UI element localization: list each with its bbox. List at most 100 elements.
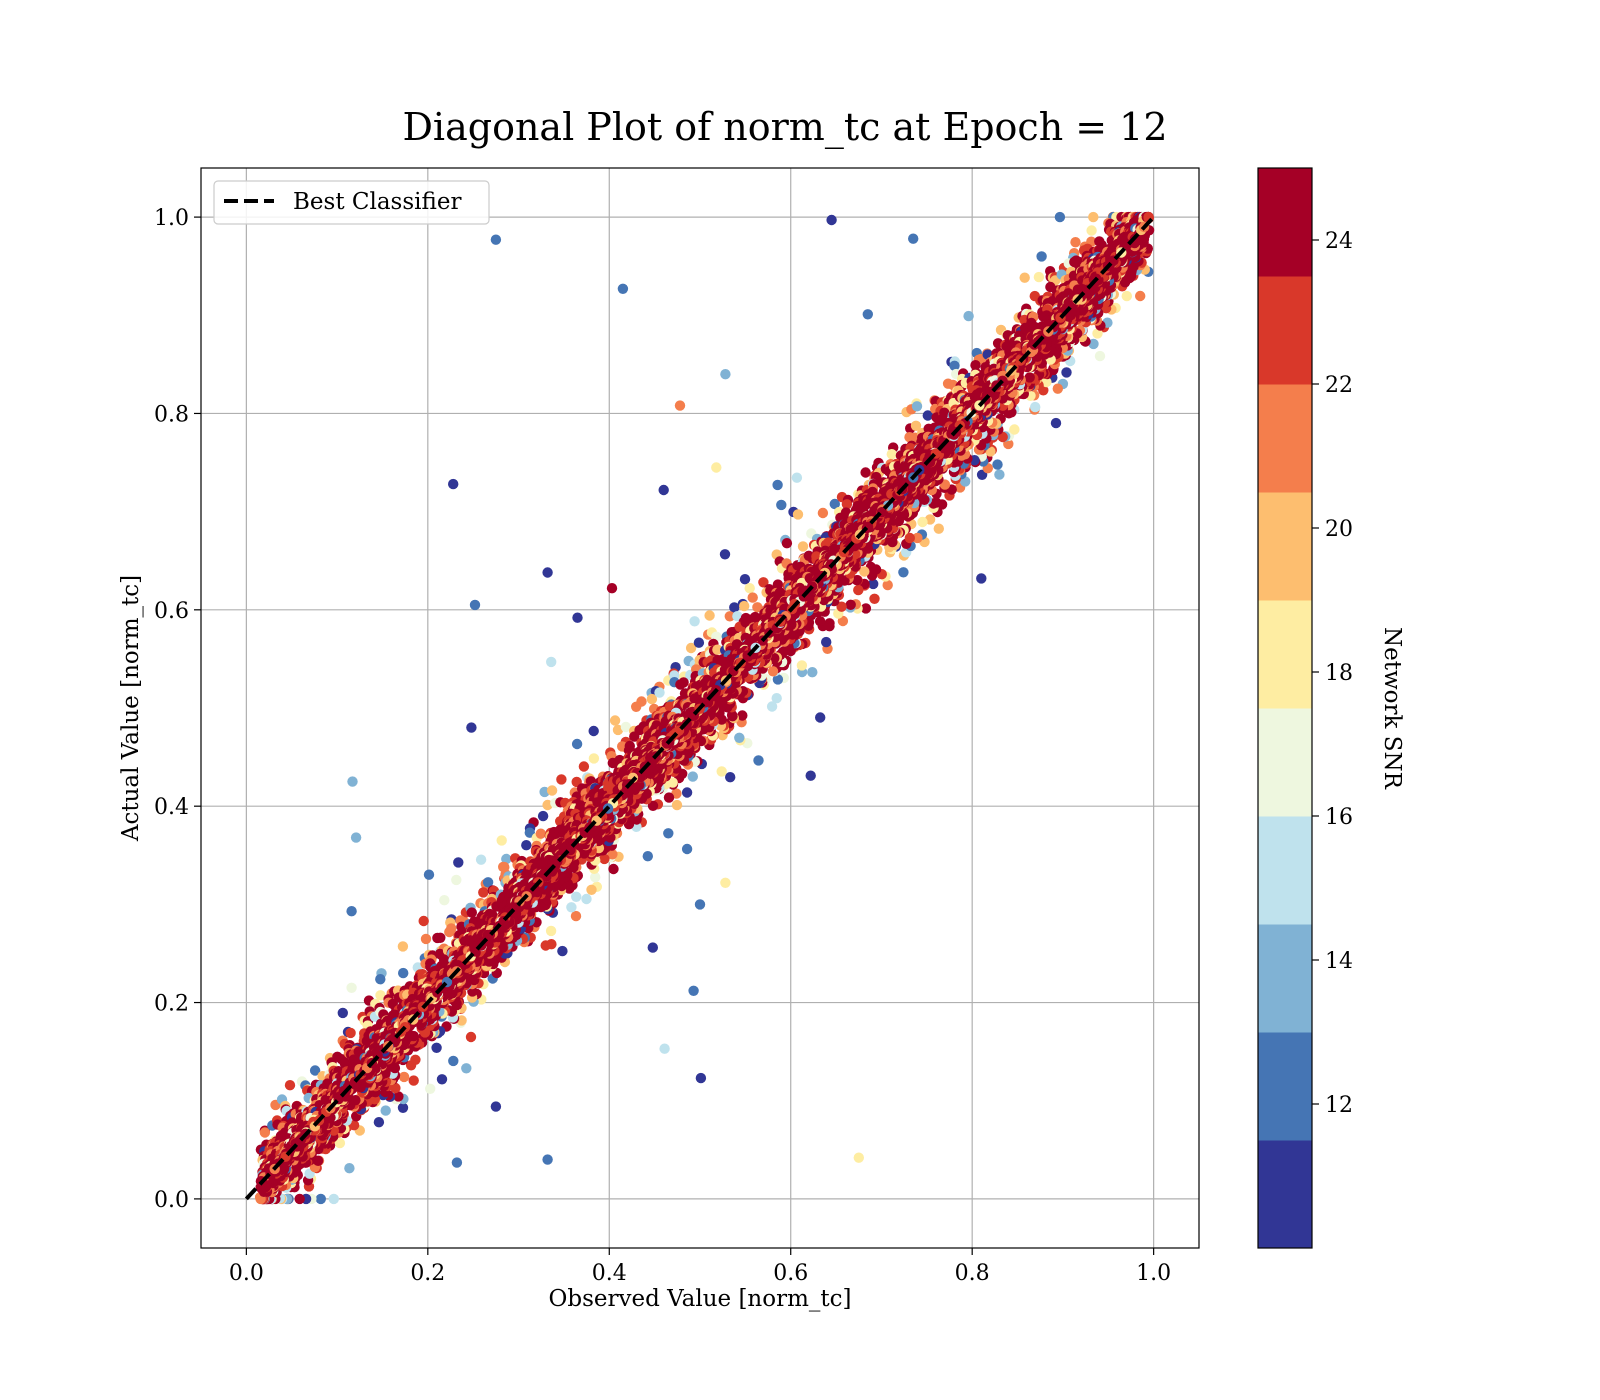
scatter-point <box>380 1105 391 1116</box>
scatter-point <box>425 1083 436 1095</box>
scatter-point <box>851 575 863 586</box>
scatter-point <box>1030 401 1041 413</box>
scatter-point <box>1036 251 1047 262</box>
scatter-point <box>829 498 840 510</box>
scatter-point <box>845 599 856 610</box>
scatter-point <box>451 1157 463 1168</box>
scatter-point <box>674 400 686 411</box>
scatter-point <box>805 770 816 781</box>
scatter-point <box>546 785 558 796</box>
scatter-point <box>453 857 464 868</box>
scatter-point <box>737 710 748 721</box>
scatter-point <box>739 574 751 585</box>
scatter-point <box>294 1193 305 1205</box>
scatter-point <box>695 1072 707 1084</box>
scatter-point <box>747 592 758 603</box>
scatter-point <box>654 687 665 698</box>
scatter-point <box>796 660 808 671</box>
scatter-point <box>917 516 928 528</box>
scatter-point <box>963 310 974 322</box>
scatter-point <box>970 360 981 371</box>
scatter-point <box>540 940 551 951</box>
scatter-point <box>586 884 597 895</box>
scatter-point <box>976 573 987 584</box>
scatter-point <box>646 693 658 705</box>
scatter-point <box>689 616 700 627</box>
scatter-point <box>636 696 647 707</box>
scatter-point <box>451 874 462 886</box>
scatter-point <box>826 214 837 226</box>
scatter-point <box>1019 272 1030 283</box>
scatter-point <box>566 902 577 913</box>
scatter-point <box>992 459 1003 470</box>
scatter-point <box>719 549 731 560</box>
scatter-point <box>482 877 494 888</box>
scatter-point <box>535 828 546 839</box>
scatter-point <box>1088 338 1099 350</box>
scatter-point <box>904 532 915 544</box>
scatter-point <box>853 584 864 596</box>
scatter-point <box>410 1054 421 1066</box>
scatter-point <box>315 1193 326 1205</box>
scatter-point <box>841 499 853 510</box>
scatter-point <box>767 666 779 677</box>
scatter-point <box>373 1117 385 1128</box>
scatter-point <box>448 478 459 490</box>
scatter-point <box>1121 290 1133 302</box>
scatter-point <box>814 616 826 627</box>
scatter-point <box>949 360 960 371</box>
scatter-point <box>687 771 698 782</box>
scatter-point <box>542 1154 553 1165</box>
scatter-point <box>606 583 618 594</box>
scatter-point <box>815 712 826 723</box>
scatter-point <box>475 854 487 865</box>
scatter-point <box>408 1075 419 1086</box>
scatter-point <box>1135 290 1146 302</box>
scatter-point <box>853 1152 864 1163</box>
scatter-point <box>344 1163 355 1174</box>
scatter-point <box>1054 211 1066 223</box>
scatter-point <box>647 942 658 953</box>
scatter-point <box>860 603 872 614</box>
scatter-point <box>501 853 512 865</box>
scatter-point <box>629 731 640 742</box>
scatter-point <box>771 693 782 704</box>
scatter-point <box>448 1055 459 1067</box>
scatter-point <box>994 469 1005 480</box>
scatter-point <box>704 610 715 621</box>
scatter-point <box>546 656 557 668</box>
scatter-point <box>734 732 745 743</box>
scatter-point <box>284 1080 296 1091</box>
scatter-point <box>792 509 804 520</box>
scatter-point <box>681 843 693 855</box>
scatter-point <box>521 840 532 851</box>
scatter-point <box>259 1127 271 1138</box>
scatter-point <box>739 600 750 612</box>
scatter-point <box>797 541 809 552</box>
scatter-point <box>545 925 557 937</box>
scatter-point <box>466 907 477 918</box>
scatter-point <box>398 1071 410 1083</box>
scatter-point <box>345 1027 356 1039</box>
scatter-point <box>776 499 787 511</box>
scatter-point <box>726 709 738 721</box>
scatter-point <box>837 615 849 627</box>
scatter-point <box>642 851 653 862</box>
scatter-point <box>328 1193 339 1205</box>
scatter-point <box>898 567 909 578</box>
scatter-point <box>444 926 455 938</box>
scatter-point <box>752 602 763 613</box>
scatter-point <box>1061 367 1072 378</box>
scatter-point <box>617 283 629 294</box>
scatter-point <box>490 234 502 245</box>
scatter-point <box>1050 417 1062 429</box>
scatter-point <box>588 753 600 764</box>
scatter-point <box>685 642 697 654</box>
scatter-point <box>868 578 879 590</box>
scatter-point <box>590 872 601 883</box>
scatter-point <box>671 799 683 811</box>
scatter-point <box>347 776 358 787</box>
scatter-point <box>725 772 736 783</box>
scatter-point <box>620 721 632 733</box>
scatter-point <box>350 832 362 843</box>
